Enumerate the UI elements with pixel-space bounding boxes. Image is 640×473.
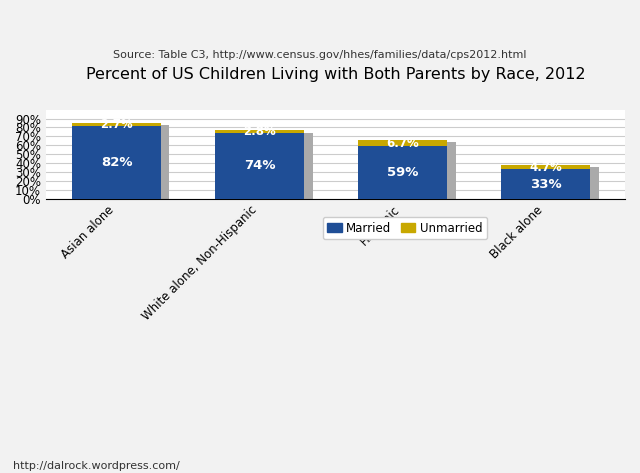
- Bar: [358, 140, 447, 146]
- Text: 6.7%: 6.7%: [387, 137, 419, 149]
- Text: 82%: 82%: [100, 156, 132, 169]
- Bar: [501, 165, 590, 169]
- Bar: [72, 123, 161, 126]
- Legend: Married, Unmarried: Married, Unmarried: [323, 217, 487, 239]
- Title: Percent of US Children Living with Both Parents by Race, 2012: Percent of US Children Living with Both …: [86, 67, 585, 82]
- Bar: [358, 146, 447, 199]
- Text: 2.7%: 2.7%: [100, 118, 133, 131]
- Bar: [510, 167, 598, 201]
- Text: 33%: 33%: [530, 177, 561, 191]
- Bar: [81, 125, 170, 201]
- Bar: [215, 130, 304, 133]
- Bar: [224, 132, 312, 201]
- Bar: [215, 133, 304, 199]
- Text: 2.8%: 2.8%: [243, 125, 276, 138]
- Bar: [501, 169, 590, 199]
- Text: 4.7%: 4.7%: [529, 161, 562, 174]
- Text: Source: Table C3, http://www.census.gov/hhes/families/data/cps2012.html: Source: Table C3, http://www.census.gov/…: [113, 50, 527, 60]
- Bar: [367, 142, 456, 201]
- Text: http://dalrock.wordpress.com/: http://dalrock.wordpress.com/: [13, 461, 180, 471]
- Bar: [72, 126, 161, 199]
- Text: 59%: 59%: [387, 166, 419, 179]
- Text: 74%: 74%: [244, 159, 275, 172]
